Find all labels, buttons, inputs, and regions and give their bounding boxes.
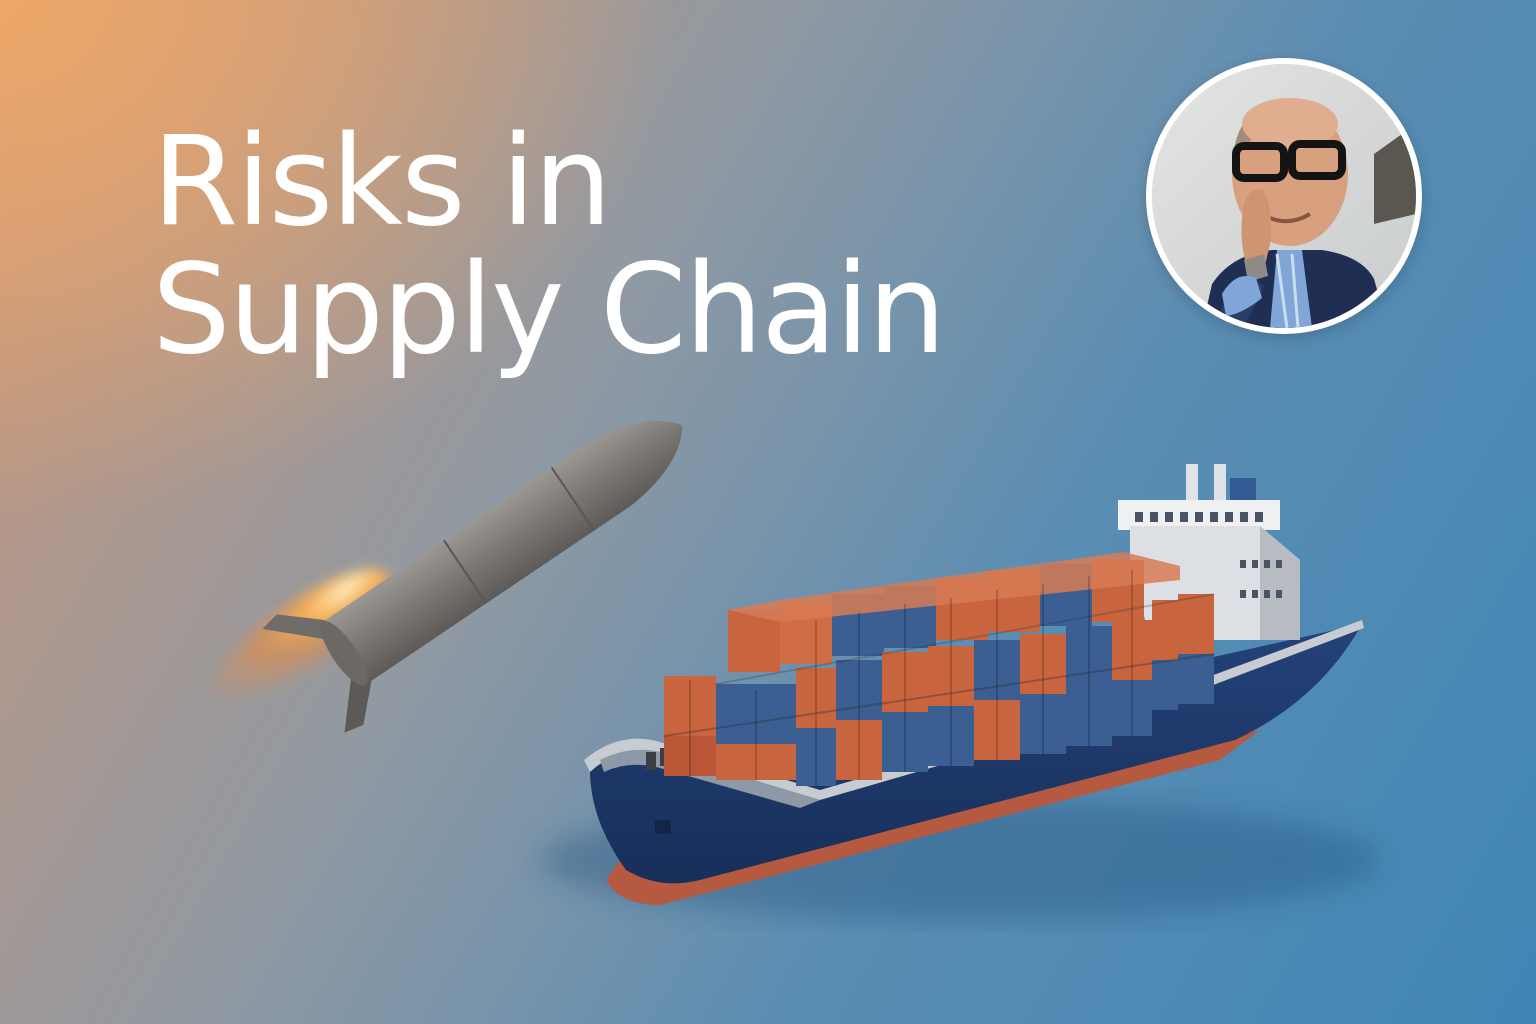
headline-line-2: Supply Chain bbox=[152, 238, 946, 382]
container-ship-icon bbox=[584, 464, 1364, 905]
headline-line-1: Risks in bbox=[152, 110, 612, 254]
avatar bbox=[1146, 58, 1422, 334]
person-portrait-icon bbox=[1152, 64, 1416, 328]
headline: Risks in Supply Chain bbox=[152, 110, 946, 382]
container-stack bbox=[663, 552, 1215, 786]
missile-icon bbox=[208, 420, 683, 733]
